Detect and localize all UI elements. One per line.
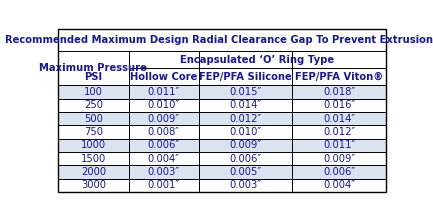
Bar	[129, 125, 199, 139]
Text: 0.016″: 0.016″	[323, 100, 355, 110]
Text: 0.011″: 0.011″	[323, 140, 355, 150]
Text: 3000: 3000	[81, 180, 106, 190]
Bar	[58, 125, 129, 139]
Text: 0.010″: 0.010″	[148, 100, 180, 110]
Bar	[58, 112, 129, 125]
Bar	[292, 85, 386, 99]
Text: 1500: 1500	[81, 154, 106, 164]
Bar	[199, 68, 292, 85]
Text: 0.004″: 0.004″	[323, 180, 355, 190]
Bar	[292, 152, 386, 165]
Text: Recommended Maximum Design Radial Clearance Gap To Prevent Extrusions: Recommended Maximum Design Radial Cleara…	[5, 35, 433, 45]
Text: 0.011″: 0.011″	[148, 87, 180, 97]
Bar	[292, 165, 386, 178]
Text: 250: 250	[84, 100, 103, 110]
Text: 0.012″: 0.012″	[323, 127, 355, 137]
Bar	[292, 112, 386, 125]
Bar	[292, 68, 386, 85]
Bar	[58, 68, 129, 85]
Text: Encapsulated ‘O’ Ring Type: Encapsulated ‘O’ Ring Type	[180, 55, 334, 65]
Bar	[199, 139, 292, 152]
Bar	[199, 152, 292, 165]
Text: 100: 100	[84, 87, 103, 97]
Text: 0.010″: 0.010″	[229, 127, 262, 137]
Bar	[292, 178, 386, 192]
Text: 0.014″: 0.014″	[229, 100, 262, 110]
Bar	[58, 51, 129, 85]
Text: 0.006″: 0.006″	[148, 140, 180, 150]
Bar	[58, 152, 129, 165]
Text: 0.008″: 0.008″	[148, 127, 180, 137]
Bar	[199, 165, 292, 178]
Text: 500: 500	[84, 114, 103, 124]
Bar	[199, 178, 292, 192]
Text: 0.004″: 0.004″	[148, 154, 180, 164]
Bar	[129, 152, 199, 165]
Bar	[129, 85, 199, 99]
Text: FEP/PFA Silicone: FEP/PFA Silicone	[199, 72, 292, 82]
Bar	[292, 125, 386, 139]
Text: 0.018″: 0.018″	[323, 87, 355, 97]
Bar	[199, 99, 292, 112]
Text: 0.001″: 0.001″	[148, 180, 180, 190]
Text: 0.009″: 0.009″	[148, 114, 180, 124]
Bar	[129, 165, 199, 178]
Text: Maximum Pressure: Maximum Pressure	[39, 63, 147, 73]
Bar	[129, 178, 199, 192]
Text: 0.009″: 0.009″	[323, 154, 355, 164]
Text: 1000: 1000	[81, 140, 106, 150]
Text: 0.015″: 0.015″	[229, 87, 262, 97]
Text: FEP/PFA Viton®: FEP/PFA Viton®	[295, 72, 383, 82]
Text: Hollow Core: Hollow Core	[130, 72, 197, 82]
Text: 0.005″: 0.005″	[229, 167, 262, 177]
Bar	[199, 112, 292, 125]
Bar	[292, 139, 386, 152]
Text: 0.003″: 0.003″	[148, 167, 180, 177]
Bar	[58, 29, 386, 51]
Text: 0.006″: 0.006″	[229, 154, 262, 164]
Bar	[129, 112, 199, 125]
Bar	[58, 165, 129, 178]
Bar	[58, 178, 129, 192]
Bar	[129, 51, 386, 68]
Bar	[199, 125, 292, 139]
Text: 0.006″: 0.006″	[323, 167, 355, 177]
Text: 0.009″: 0.009″	[229, 140, 262, 150]
Text: PSI: PSI	[84, 72, 103, 82]
Text: 750: 750	[84, 127, 103, 137]
Text: 0.012″: 0.012″	[229, 114, 262, 124]
Bar	[58, 85, 129, 99]
Bar	[129, 68, 199, 85]
Bar	[58, 99, 129, 112]
Text: 0.014″: 0.014″	[323, 114, 355, 124]
Bar	[129, 99, 199, 112]
Text: 0.003″: 0.003″	[229, 180, 262, 190]
Text: 2000: 2000	[81, 167, 106, 177]
Bar	[129, 139, 199, 152]
Bar	[292, 99, 386, 112]
Bar	[58, 139, 129, 152]
Bar	[199, 85, 292, 99]
